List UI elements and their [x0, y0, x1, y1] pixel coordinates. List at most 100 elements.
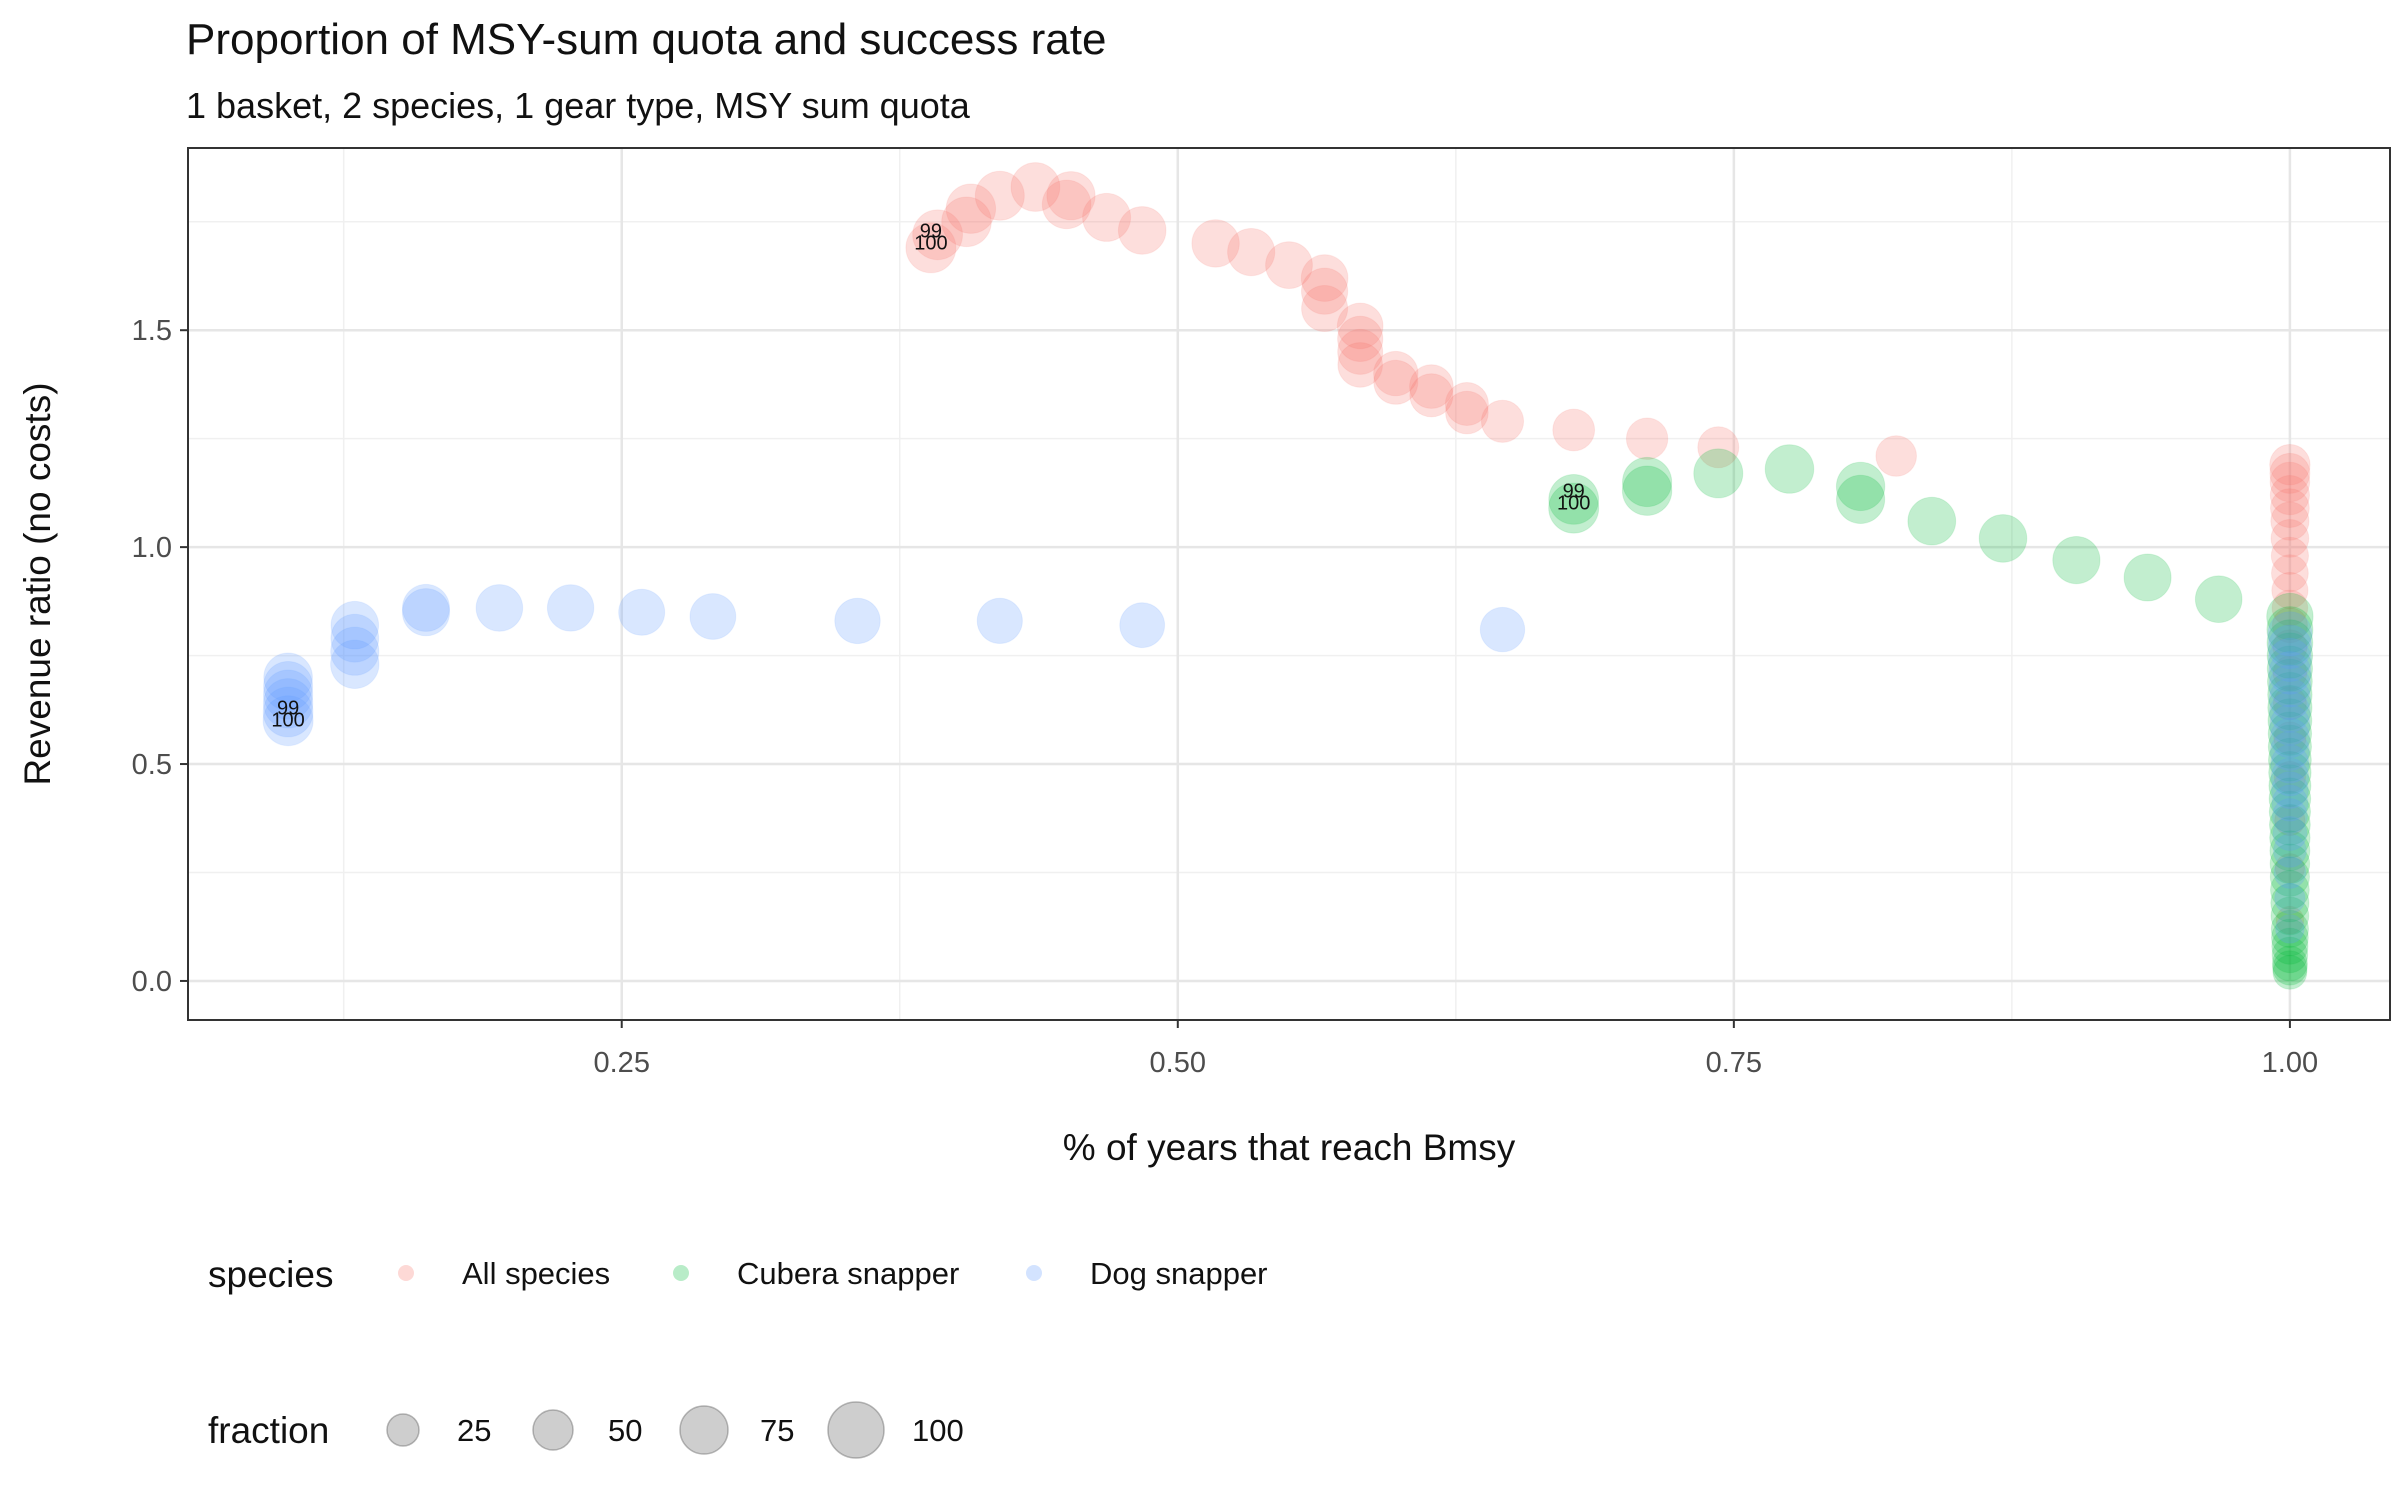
point-dog-snapper: [401, 588, 451, 637]
point-cubera-snapper: [2268, 790, 2311, 833]
point-dog-snapper: [976, 597, 1023, 645]
point-dog-snapper: [2267, 624, 2313, 670]
point-cubera-snapper: [2266, 619, 2314, 666]
point-all-species: [1409, 373, 1454, 418]
point-all-species: [1552, 408, 1596, 452]
panel-background: [188, 148, 2390, 1020]
point-all-species: [2270, 519, 2310, 558]
point-all-species: [2273, 721, 2307, 755]
y-tick-label: 0.5: [132, 749, 172, 781]
point-dog-snapper: [2268, 664, 2312, 708]
point-dog-snapper: [330, 600, 380, 650]
point-dog-snapper: [2275, 914, 2305, 944]
point-all-species: [2275, 905, 2305, 935]
point-dog-snapper: [1479, 606, 1526, 653]
grid-major: [188, 148, 2390, 1020]
point-cubera-snapper: [2267, 724, 2312, 769]
legend-species: species All species Cubera snapper Dog s…: [208, 1254, 1268, 1295]
point-cubera-snapper: [2271, 918, 2309, 957]
point-all-species: [1336, 302, 1384, 350]
point-all-species: [2270, 488, 2310, 529]
point-dog-snapper: [2271, 784, 2309, 822]
point-dog-snapper: [402, 583, 450, 632]
x-tick-label: 1.00: [2262, 1047, 2318, 1079]
legend-label-all-species: All species: [462, 1256, 610, 1291]
legend-size: fraction 25 50 75 100: [208, 1401, 964, 1459]
point-dog-snapper: [263, 669, 314, 720]
point-all-species: [1445, 390, 1489, 435]
point-all-species: [941, 196, 992, 248]
point-cubera-snapper: [2268, 764, 2312, 808]
x-tick-label: 0.75: [1706, 1047, 1762, 1079]
point-all-species: [1625, 417, 1669, 460]
point-all-species: [1191, 219, 1240, 268]
point-all-species: [1041, 179, 1092, 230]
point-all-species: [1301, 267, 1349, 315]
point-dog-snapper: [262, 686, 314, 738]
point-all-species: [1082, 192, 1132, 242]
point-all-species: [2271, 589, 2309, 627]
point-cubera-snapper: [1836, 474, 1886, 524]
point-dog-snapper: [330, 639, 380, 689]
point-all-species: [1444, 382, 1489, 426]
x-axis-ticks: 0.25 0.50 0.75 1.00: [594, 1020, 2318, 1079]
point-all-species: [2270, 501, 2310, 541]
point-cubera-snapper: [1548, 482, 1600, 534]
point-all-species: [2274, 853, 2305, 884]
legend-label-dog-snapper: Dog snapper: [1090, 1256, 1268, 1291]
point-all-species: [2271, 571, 2309, 610]
point-cubera-snapper: [2123, 553, 2172, 602]
point-cubera-snapper: [2269, 803, 2311, 846]
x-tick-label: 0.50: [1150, 1047, 1206, 1079]
point-all-species: [912, 209, 963, 261]
point-cubera-snapper: [2269, 830, 2311, 872]
point-cubera-snapper: [1621, 465, 1673, 516]
x-axis-title: % of years that reach Bmsy: [1063, 1127, 1516, 1168]
point-cubera-snapper: [2267, 698, 2313, 744]
point-all-species: [945, 183, 997, 234]
point-annotation-label: 100: [1557, 493, 1590, 515]
point-cubera-snapper: [2271, 927, 2309, 965]
point-all-species: [1373, 350, 1419, 397]
y-tick-label: 0.0: [132, 966, 172, 998]
point-all-species: [2269, 461, 2311, 503]
point-cubera-snapper: [2267, 658, 2313, 705]
point-cubera-snapper: [2266, 592, 2314, 641]
point-dog-snapper: [2270, 744, 2310, 784]
point-dog-snapper: [2269, 717, 2311, 759]
chart-subtitle: 1 basket, 2 species, 1 gear type, MSY su…: [186, 85, 971, 126]
point-annotation-label: 100: [271, 710, 304, 732]
point-dog-snapper: [2271, 771, 2309, 809]
point-dog-snapper: [2268, 677, 2312, 721]
point-cubera-snapper: [2267, 711, 2313, 756]
legend-size-label-75: 75: [760, 1413, 794, 1448]
point-all-species: [1046, 171, 1096, 221]
point-cubera-snapper: [2270, 870, 2310, 910]
point-dog-snapper: [330, 613, 380, 663]
point-cubera-snapper: [2266, 632, 2314, 679]
point-dog-snapper: [475, 584, 524, 632]
point-dog-snapper: [2269, 731, 2310, 771]
data-points: [262, 162, 2314, 990]
point-cubera-snapper: [2266, 606, 2314, 654]
point-cubera-snapper: [2268, 751, 2312, 795]
point-all-species: [1337, 315, 1384, 362]
point-cubera-snapper: [1835, 461, 1886, 512]
legend-size-key-50: [532, 1409, 574, 1451]
point-dog-snapper: [834, 597, 881, 645]
legend-size-title: fraction: [208, 1410, 329, 1451]
point-all-species: [2271, 554, 2309, 593]
point-all-species: [905, 222, 957, 274]
point-annotation-label: 99: [920, 220, 942, 242]
point-all-species: [2274, 804, 2306, 837]
point-cubera-snapper: [1622, 456, 1673, 508]
point-cubera-snapper: [2270, 909, 2309, 949]
point-annotation-label: 99: [1563, 481, 1585, 503]
point-dog-snapper: [2272, 833, 2307, 868]
point-all-species: [1480, 399, 1525, 443]
point-dog-snapper: [689, 593, 737, 640]
point-all-species: [1875, 435, 1917, 477]
legend-size-label-25: 25: [457, 1413, 491, 1448]
point-all-species: [2273, 760, 2307, 794]
